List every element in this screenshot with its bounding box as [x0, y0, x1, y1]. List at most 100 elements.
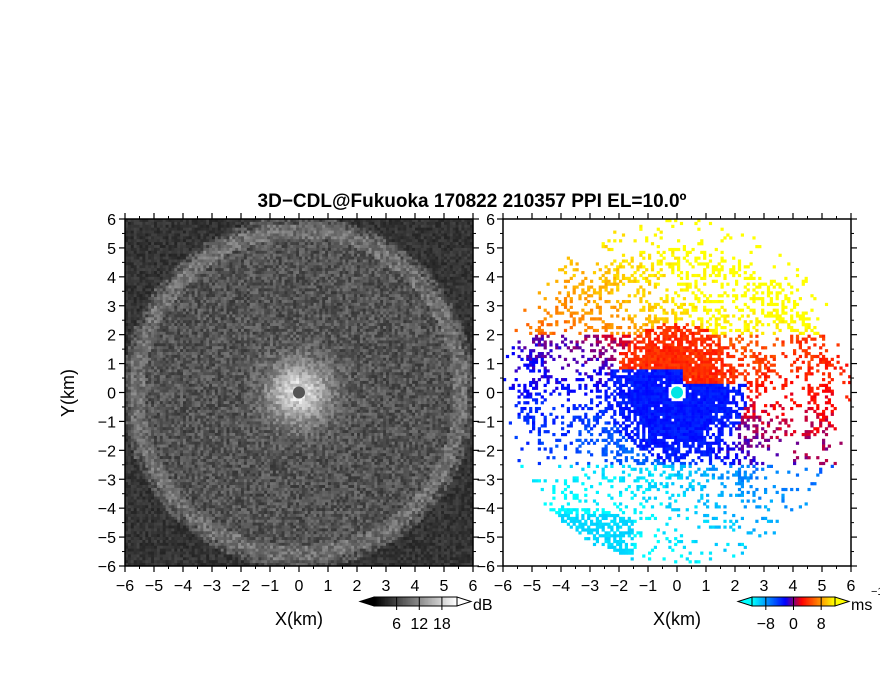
reflectivity-cell: [258, 231, 261, 234]
reflectivity-cell: [328, 338, 331, 341]
reflectivity-cell: [287, 280, 290, 283]
reflectivity-cell: [140, 291, 143, 294]
reflectivity-cell: [253, 286, 256, 289]
reflectivity-cell: [154, 251, 157, 254]
reflectivity-cell: [401, 265, 404, 268]
reflectivity-cell: [186, 236, 189, 239]
reflectivity-cell: [467, 291, 470, 294]
reflectivity-cell: [256, 233, 259, 236]
reflectivity-cell: [459, 314, 462, 317]
reflectivity-cell: [203, 245, 206, 248]
reflectivity-cell: [447, 259, 450, 262]
reflectivity-cell: [357, 309, 360, 312]
reflectivity-cell: [354, 294, 357, 297]
reflectivity-cell: [398, 329, 401, 332]
reflectivity-cell: [276, 265, 279, 268]
reflectivity-cell: [308, 314, 311, 317]
reflectivity-cell: [290, 300, 293, 303]
reflectivity-cell: [418, 239, 421, 242]
reflectivity-cell: [412, 335, 415, 338]
reflectivity-cell: [328, 294, 331, 297]
reflectivity-cell: [319, 326, 322, 329]
reflectivity-cell: [238, 329, 241, 332]
reflectivity-cell: [235, 265, 238, 268]
reflectivity-cell: [453, 257, 456, 260]
reflectivity-cell: [171, 312, 174, 315]
reflectivity-cell: [438, 323, 441, 326]
reflectivity-cell: [322, 320, 325, 323]
reflectivity-cell: [424, 245, 427, 248]
reflectivity-cell: [247, 251, 250, 254]
reflectivity-cell: [406, 288, 409, 291]
reflectivity-cell: [314, 251, 317, 254]
reflectivity-cell: [238, 245, 241, 248]
reflectivity-cell: [403, 245, 406, 248]
reflectivity-cell: [348, 248, 351, 251]
reflectivity-cell: [348, 283, 351, 286]
reflectivity-cell: [192, 335, 195, 338]
reflectivity-cell: [183, 332, 186, 335]
reflectivity-cell: [244, 248, 247, 251]
reflectivity-cell: [441, 259, 444, 262]
reflectivity-cell: [299, 306, 302, 309]
reflectivity-cell: [151, 297, 154, 300]
reflectivity-cell: [345, 259, 348, 262]
reflectivity-cell: [337, 323, 340, 326]
reflectivity-cell: [389, 303, 392, 306]
reflectivity-cell: [169, 222, 172, 225]
reflectivity-cell: [171, 268, 174, 271]
reflectivity-cell: [311, 257, 314, 260]
reflectivity-cell: [447, 326, 450, 329]
reflectivity-cell: [148, 236, 151, 239]
reflectivity-cell: [421, 225, 424, 228]
reflectivity-cell: [409, 326, 412, 329]
reflectivity-cell: [192, 251, 195, 254]
reflectivity-cell: [200, 251, 203, 254]
reflectivity-cell: [279, 309, 282, 312]
reflectivity-cell: [395, 236, 398, 239]
reflectivity-cell: [212, 254, 215, 257]
reflectivity-cell: [145, 291, 148, 294]
reflectivity-cell: [235, 277, 238, 280]
reflectivity-cell: [412, 323, 415, 326]
reflectivity-cell: [200, 303, 203, 306]
reflectivity-cell: [229, 222, 232, 225]
reflectivity-cell: [453, 271, 456, 274]
reflectivity-cell: [224, 222, 227, 225]
reflectivity-cell: [435, 248, 438, 251]
reflectivity-cell: [235, 259, 238, 262]
reflectivity-cell: [406, 309, 409, 312]
reflectivity-cell: [261, 257, 264, 260]
reflectivity-cell: [360, 225, 363, 228]
reflectivity-cell: [238, 262, 241, 265]
reflectivity-cell: [131, 236, 134, 239]
reflectivity-cell: [314, 259, 317, 262]
reflectivity-cell: [241, 280, 244, 283]
reflectivity-cell: [137, 300, 140, 303]
reflectivity-cell: [279, 259, 282, 262]
reflectivity-cell: [392, 326, 395, 329]
reflectivity-cell: [270, 233, 273, 236]
reflectivity-cell: [316, 225, 319, 228]
reflectivity-cell: [377, 291, 380, 294]
reflectivity-cell: [427, 300, 430, 303]
reflectivity-cell: [401, 309, 404, 312]
reflectivity-cell: [186, 239, 189, 242]
reflectivity-cell: [337, 288, 340, 291]
reflectivity-cell: [415, 303, 418, 306]
reflectivity-cell: [166, 317, 169, 320]
reflectivity-cell: [406, 248, 409, 251]
reflectivity-cell: [412, 277, 415, 280]
reflectivity-cell: [270, 283, 273, 286]
reflectivity-cell: [464, 317, 467, 320]
reflectivity-cell: [464, 303, 467, 306]
reflectivity-cell: [241, 268, 244, 271]
reflectivity-cell: [456, 251, 459, 254]
reflectivity-cell: [372, 233, 375, 236]
reflectivity-cell: [253, 288, 256, 291]
reflectivity-cell: [311, 245, 314, 248]
reflectivity-cell: [314, 248, 317, 251]
reflectivity-cell: [459, 300, 462, 303]
reflectivity-cell: [319, 257, 322, 260]
reflectivity-cell: [287, 228, 290, 231]
